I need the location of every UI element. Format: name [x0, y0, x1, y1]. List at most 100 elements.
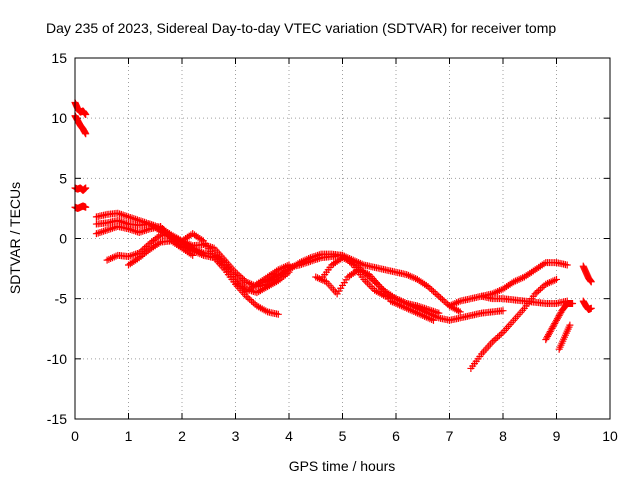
data-point-marker: [367, 283, 375, 291]
data-point-marker: [587, 304, 595, 312]
x-tick-label: 6: [392, 428, 400, 444]
data-point-marker: [235, 271, 243, 279]
series-s9: [125, 237, 197, 269]
data-point-marker: [116, 210, 124, 218]
x-tick-label: 9: [553, 428, 561, 444]
y-tick-label: -15: [47, 411, 67, 427]
data-point-marker: [437, 294, 445, 302]
y-axis-label: SDTVAR / TECUs: [7, 182, 23, 294]
series-s17: [542, 299, 577, 344]
data-point-marker: [82, 184, 90, 192]
series-s19: [579, 262, 595, 286]
data-point-marker: [569, 299, 577, 307]
data-point-marker: [566, 321, 574, 329]
y-tick-label: 5: [59, 170, 67, 186]
data-point-marker: [114, 209, 122, 217]
data-point-marker: [114, 216, 122, 224]
data-point-marker: [246, 295, 254, 303]
y-tick-label: -10: [47, 351, 67, 367]
data-point-marker: [274, 310, 282, 318]
data-point-marker: [117, 210, 125, 218]
data-point-marker: [107, 225, 115, 233]
data-point-marker: [499, 307, 507, 315]
data-point-marker: [96, 228, 104, 236]
data-point-marker: [92, 230, 100, 238]
data-point-marker: [128, 214, 136, 222]
y-tick-label: 10: [51, 110, 67, 126]
data-point-marker: [132, 227, 140, 235]
data-point-marker: [103, 226, 111, 234]
data-point-marker: [428, 286, 436, 294]
data-point-marker: [139, 227, 147, 235]
x-tick-label: 0: [71, 428, 79, 444]
series-s2: [71, 112, 90, 138]
y-tick-label: 0: [59, 231, 67, 247]
data-point-marker: [82, 203, 90, 211]
data-point-marker: [429, 316, 437, 324]
data-point-marker: [249, 299, 257, 307]
series-s3: [71, 184, 90, 194]
data-point-marker: [429, 287, 437, 295]
data-point-marker: [105, 225, 113, 233]
data-point-marker: [244, 294, 252, 302]
data-point-marker: [82, 130, 90, 138]
data-point-marker: [431, 289, 439, 297]
data-point-marker: [142, 226, 150, 234]
data-point-marker: [125, 253, 132, 261]
data-point-marker: [126, 213, 134, 221]
data-point-marker: [435, 292, 443, 300]
data-point-marker: [98, 228, 106, 236]
data-point-marker: [125, 225, 132, 233]
data-point-marker: [110, 224, 118, 232]
series-s16: [467, 275, 560, 372]
data-point-marker: [130, 227, 138, 235]
data-point-marker: [101, 227, 109, 235]
data-point-marker: [128, 226, 136, 234]
data-point-marker: [440, 297, 448, 305]
data-point-marker: [125, 213, 132, 221]
data-point-marker: [563, 261, 571, 269]
data-point-marker: [536, 285, 544, 293]
x-tick-label: 7: [446, 428, 454, 444]
data-point-marker: [494, 333, 502, 341]
series-s4: [71, 202, 90, 212]
data-point-marker: [128, 251, 136, 259]
data-point-marker: [100, 227, 108, 235]
data-point-marker: [126, 252, 134, 260]
series-s13: [312, 266, 437, 324]
y-tick-label: -5: [55, 291, 68, 307]
data-point-marker: [130, 215, 138, 223]
data-point-marker: [492, 335, 500, 343]
data-marks: [71, 99, 595, 372]
x-tick-label: 2: [178, 428, 186, 444]
data-point-marker: [538, 283, 546, 291]
data-point-marker: [108, 224, 116, 232]
data-point-marker: [126, 225, 134, 233]
plot-frame: [74, 57, 611, 420]
data-point-marker: [497, 330, 505, 338]
grid: [75, 58, 610, 419]
series-s20: [579, 297, 595, 313]
data-point-marker: [135, 228, 143, 236]
data-point-marker: [433, 291, 441, 299]
chart-title: Day 235 of 2023, Sidereal Day-to-day VTE…: [46, 20, 556, 36]
data-point-marker: [587, 278, 595, 286]
data-point-marker: [121, 212, 129, 220]
data-point-marker: [535, 287, 543, 295]
data-point-marker: [119, 211, 127, 219]
x-tick-label: 3: [232, 428, 240, 444]
data-point-marker: [82, 111, 90, 119]
data-point-marker: [189, 251, 197, 259]
data-point-marker: [94, 229, 102, 237]
data-point-marker: [123, 212, 131, 220]
data-point-marker: [533, 288, 541, 296]
data-point-marker: [141, 227, 149, 235]
data-point-marker: [490, 336, 498, 344]
data-point-marker: [495, 332, 503, 340]
x-tick-label: 5: [339, 428, 347, 444]
y-tick-label: 15: [51, 50, 67, 66]
axes: 0 1 2 3 4 5 6 7 8 9 10 -15 -10 -5 0 5 10 15: [47, 50, 618, 444]
x-tick-label: 10: [602, 428, 618, 444]
x-tick-label: 4: [285, 428, 293, 444]
